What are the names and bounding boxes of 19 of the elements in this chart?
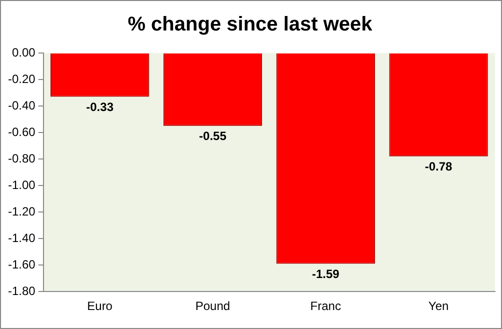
y-tick-label: 0.00 [12, 45, 36, 60]
y-tick-label: -0.60 [8, 124, 36, 139]
x-tick-label: Euro [87, 299, 113, 314]
data-label: -1.59 [312, 267, 340, 282]
y-tick-label: -0.20 [8, 72, 36, 86]
data-label: -0.55 [199, 129, 227, 144]
y-tick-label: -1.80 [8, 284, 36, 298]
y-tick-label: -0.40 [8, 98, 36, 112]
y-tick-label: -0.80 [8, 151, 36, 166]
y-tick-label: -1.00 [8, 178, 36, 192]
data-label: -0.33 [86, 100, 114, 114]
data-label: -0.78 [424, 160, 453, 174]
y-tick-label: -1.60 [8, 257, 36, 272]
chart-title: % change since last week [128, 14, 374, 36]
x-tick-label: Franc [310, 299, 341, 314]
x-tick-label: Pound [195, 299, 230, 314]
y-tick-label: -1.40 [8, 230, 36, 245]
y-tick-label: -1.20 [8, 204, 36, 218]
x-tick-label: Yen [428, 299, 449, 314]
